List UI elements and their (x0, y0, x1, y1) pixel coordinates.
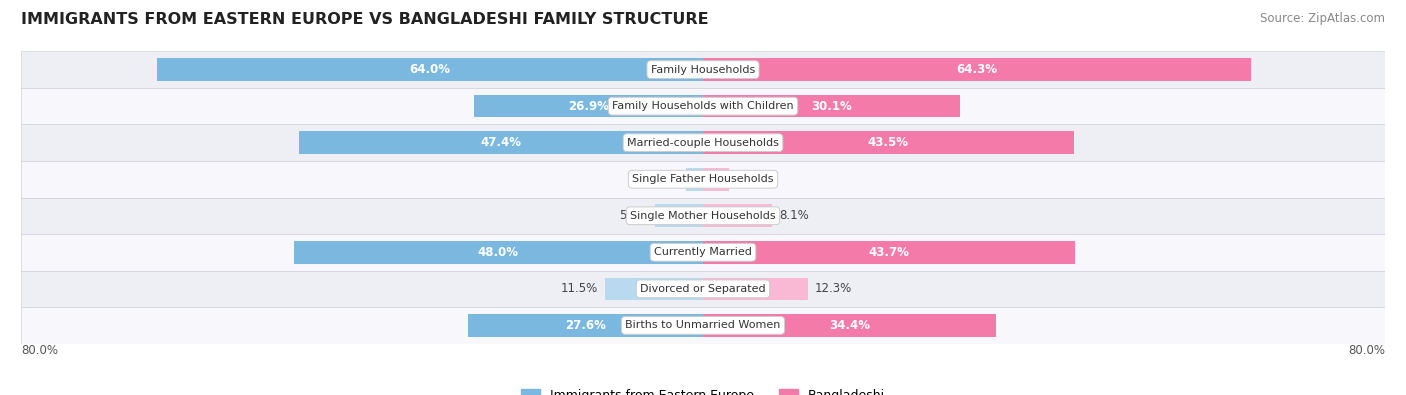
Bar (703, 241, 1076, 263)
Bar (703, 95, 959, 117)
Bar (21, 198, 1385, 234)
Bar (474, 95, 703, 117)
Bar (21, 307, 1385, 344)
Bar (686, 168, 703, 190)
Bar (299, 132, 703, 154)
Text: IMMIGRANTS FROM EASTERN EUROPE VS BANGLADESHI FAMILY STRUCTURE: IMMIGRANTS FROM EASTERN EUROPE VS BANGLA… (21, 12, 709, 27)
Bar (703, 132, 1074, 154)
Bar (703, 205, 772, 227)
Text: 8.1%: 8.1% (779, 209, 808, 222)
Text: Currently Married: Currently Married (654, 247, 752, 257)
Text: Single Mother Households: Single Mother Households (630, 211, 776, 221)
Text: 48.0%: 48.0% (478, 246, 519, 259)
Bar (21, 161, 1385, 198)
Text: 26.9%: 26.9% (568, 100, 609, 113)
Text: 80.0%: 80.0% (21, 344, 58, 357)
Text: Family Households with Children: Family Households with Children (612, 101, 794, 111)
Text: 80.0%: 80.0% (1348, 344, 1385, 357)
Text: 30.1%: 30.1% (811, 100, 852, 113)
Text: Married-couple Households: Married-couple Households (627, 138, 779, 148)
Text: Births to Unmarried Women: Births to Unmarried Women (626, 320, 780, 330)
Text: 64.3%: 64.3% (956, 63, 997, 76)
Bar (655, 205, 703, 227)
Text: 47.4%: 47.4% (481, 136, 522, 149)
Bar (703, 314, 997, 337)
Bar (21, 88, 1385, 124)
Text: 11.5%: 11.5% (561, 282, 598, 295)
Text: 2.0%: 2.0% (650, 173, 679, 186)
Text: Divorced or Separated: Divorced or Separated (640, 284, 766, 294)
Text: 3.1%: 3.1% (737, 173, 766, 186)
Text: Family Households: Family Households (651, 65, 755, 75)
Bar (157, 58, 703, 81)
Bar (605, 278, 703, 300)
Bar (21, 271, 1385, 307)
Bar (21, 51, 1385, 88)
Bar (21, 124, 1385, 161)
Text: 43.7%: 43.7% (869, 246, 910, 259)
Bar (21, 234, 1385, 271)
Text: 5.6%: 5.6% (619, 209, 648, 222)
Text: Source: ZipAtlas.com: Source: ZipAtlas.com (1260, 12, 1385, 25)
Text: 64.0%: 64.0% (409, 63, 451, 76)
Text: 34.4%: 34.4% (830, 319, 870, 332)
Text: 27.6%: 27.6% (565, 319, 606, 332)
Bar (703, 168, 730, 190)
Bar (703, 58, 1251, 81)
Text: 12.3%: 12.3% (814, 282, 852, 295)
Bar (703, 278, 808, 300)
Legend: Immigrants from Eastern Europe, Bangladeshi: Immigrants from Eastern Europe, Banglade… (522, 389, 884, 395)
Bar (468, 314, 703, 337)
Text: Single Father Households: Single Father Households (633, 174, 773, 184)
Bar (294, 241, 703, 263)
Text: 43.5%: 43.5% (868, 136, 908, 149)
